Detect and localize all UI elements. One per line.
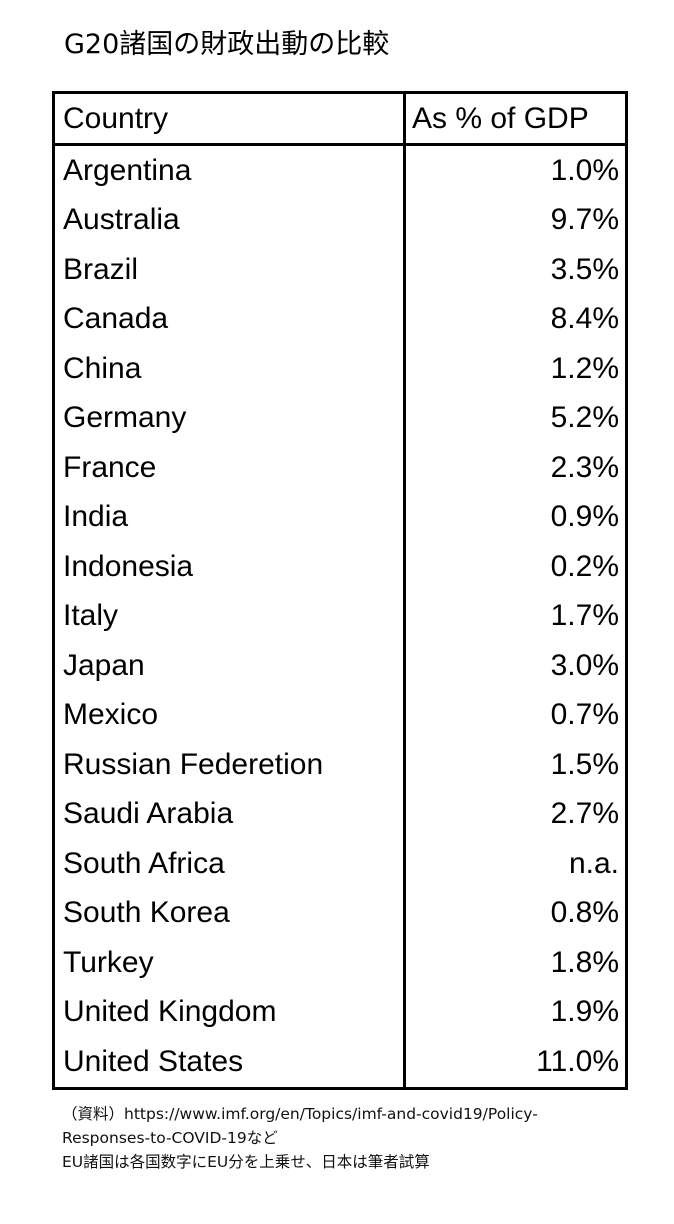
table-row: France 2.3% <box>55 443 625 493</box>
table-row: United States 11.0% <box>55 1037 625 1087</box>
table-row: Japan 3.0% <box>55 641 625 691</box>
table-row: Argentina 1.0% <box>55 146 625 196</box>
country-cell: South Africa <box>55 839 406 889</box>
country-cell: Italy <box>55 591 406 641</box>
gdp-percent-cell: 9.7% <box>550 203 619 237</box>
country-cell: Russian Federetion <box>55 740 406 790</box>
gdp-percent-cell: 2.3% <box>550 450 619 484</box>
table-body: Argentina 1.0% Australia 9.7% Brazil 3.5% Cana… <box>55 146 625 1087</box>
table-row: Italy 1.7% <box>55 591 625 641</box>
country-cell: Brazil <box>55 245 406 295</box>
gdp-percent-cell: 1.7% <box>550 599 619 633</box>
country-cell: Indonesia <box>55 542 406 592</box>
table-row: Australia 9.7% <box>55 195 625 245</box>
country-cell: United States <box>55 1037 406 1087</box>
table-row: Brazil 3.5% <box>55 245 625 295</box>
source-note: （資料）https://www.imf.org/en/Topics/imf-an… <box>62 1102 538 1174</box>
footnote: EU諸国は各国数字にEU分を上乗せ、日本は筆者試算 <box>62 1153 430 1171</box>
table-row: Russian Federetion 1.5% <box>55 740 625 790</box>
gdp-percent-cell: 8.4% <box>550 302 619 336</box>
source-line: Responses-to-COVID-19など <box>62 1129 278 1147</box>
gdp-percent-cell: 1.8% <box>550 945 619 979</box>
table-row: Germany 5.2% <box>55 393 625 443</box>
gdp-percent-cell: 5.2% <box>550 401 619 435</box>
table-row: South Korea 0.8% <box>55 888 625 938</box>
country-cell: France <box>55 443 406 493</box>
gdp-percent-cell: 1.2% <box>550 351 619 385</box>
table-row: South Africa n.a. <box>55 839 625 889</box>
gdp-percent-cell: 0.9% <box>550 500 619 534</box>
data-table: Country As % of GDP Argentina 1.0% Austral… <box>52 91 628 1090</box>
country-cell: Australia <box>55 195 406 245</box>
gdp-percent-cell: 3.0% <box>550 648 619 682</box>
source-line: （資料）https://www.imf.org/en/Topics/imf-an… <box>62 1105 538 1123</box>
country-cell: South Korea <box>55 888 406 938</box>
country-cell: Mexico <box>55 690 406 740</box>
gdp-percent-cell: n.a. <box>568 846 619 880</box>
country-cell: India <box>55 492 406 542</box>
country-cell: Germany <box>55 393 406 443</box>
country-cell: Saudi Arabia <box>55 789 406 839</box>
table-row: Saudi Arabia 2.7% <box>55 789 625 839</box>
table-row: Turkey 1.8% <box>55 938 625 988</box>
gdp-percent-cell: 1.9% <box>550 995 619 1029</box>
gdp-percent-cell: 0.2% <box>550 549 619 583</box>
table-row: Mexico 0.7% <box>55 690 625 740</box>
column-header-gdp: As % of GDP <box>412 101 589 135</box>
gdp-percent-cell: 1.5% <box>550 747 619 781</box>
gdp-percent-cell: 1.0% <box>550 153 619 187</box>
country-cell: United Kingdom <box>55 987 406 1037</box>
country-cell: Turkey <box>55 938 406 988</box>
column-header-country: Country <box>55 94 406 143</box>
table-header-row: Country As % of GDP <box>55 94 625 146</box>
table-row: United Kingdom 1.9% <box>55 987 625 1037</box>
country-cell: Canada <box>55 294 406 344</box>
gdp-percent-cell: 2.7% <box>550 797 619 831</box>
table-title: G20諸国の財政出動の比較 <box>64 29 390 60</box>
table-row: Indonesia 0.2% <box>55 542 625 592</box>
table-row: Canada 8.4% <box>55 294 625 344</box>
gdp-percent-cell: 3.5% <box>550 252 619 286</box>
country-cell: Japan <box>55 641 406 691</box>
gdp-percent-cell: 0.8% <box>550 896 619 930</box>
gdp-percent-cell: 11.0% <box>536 1044 619 1078</box>
country-cell: China <box>55 344 406 394</box>
table-row: India 0.9% <box>55 492 625 542</box>
gdp-percent-cell: 0.7% <box>550 698 619 732</box>
table-row: China 1.2% <box>55 344 625 394</box>
country-cell: Argentina <box>55 146 406 196</box>
